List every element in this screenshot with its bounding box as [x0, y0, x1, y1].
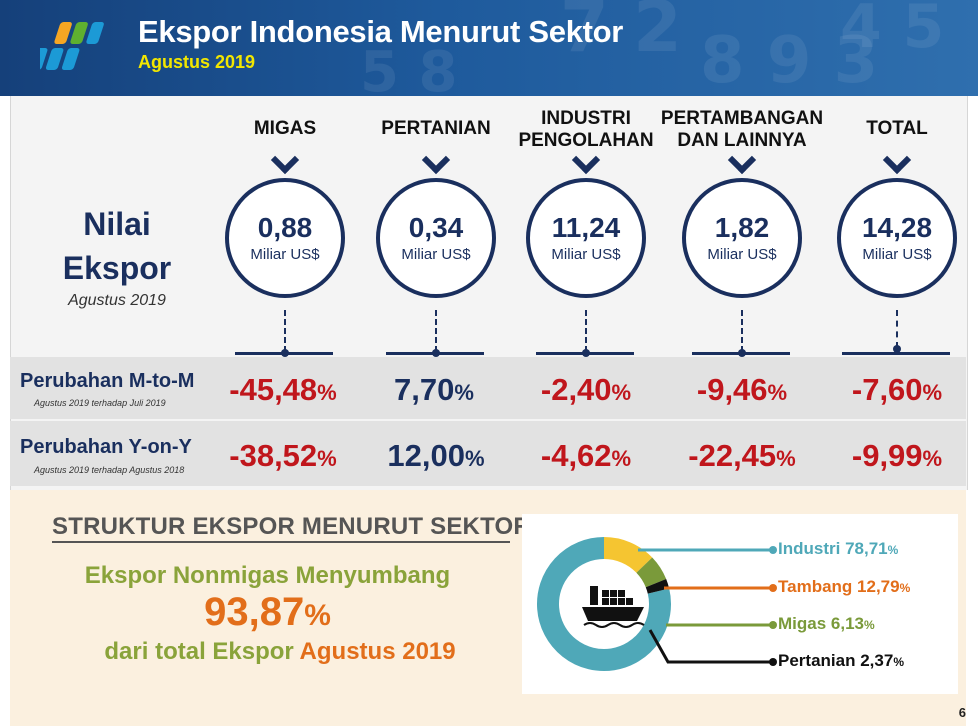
mtm-value-pertambangan: -9,46% — [696, 372, 788, 407]
background-digits: 7 2 — [560, 0, 682, 68]
background-digits: 4 5 — [840, 0, 945, 62]
donut-chart — [537, 537, 777, 671]
mtm-value-total: -7,60% — [851, 372, 943, 407]
connector-line — [435, 310, 437, 352]
donut-chart-box: Industri 78,71% Tambang 12,79% Migas 6,1… — [522, 514, 958, 694]
mtm-value-industri: -2,40% — [540, 372, 632, 407]
mtm-value-pertanian: 7,70% — [394, 372, 474, 407]
sector-heading-total: TOTAL — [866, 118, 928, 139]
yoy-label: Perubahan Y-on-Y — [20, 436, 192, 458]
connector-dot — [281, 349, 289, 357]
connector-line — [896, 310, 898, 348]
mtm-row — [10, 357, 966, 419]
legend-dot-industri — [769, 546, 777, 554]
yoy-value-industri: -4,62% — [540, 438, 632, 473]
value-circle-migas: 0,88 Miliar US$ — [225, 178, 345, 298]
sector-heading-migas: MIGAS — [253, 118, 317, 139]
nonmigas-line3: dari total Ekspor Agustus 2019 — [104, 638, 456, 665]
value-circle-industri: 11,24 Miliar US$ — [526, 178, 646, 298]
legend-leader-pertanian — [648, 629, 772, 664]
struktur-heading: STRUKTUR EKSPOR MENURUT SEKTOR — [52, 513, 531, 540]
connector-dot — [432, 349, 440, 357]
legend-dot-pertanian — [769, 658, 777, 666]
mtm-sublabel: Agustus 2019 terhadap Juli 2019 — [34, 398, 166, 408]
page-title: Ekspor Indonesia Menurut Sektor — [138, 14, 624, 49]
sector-heading-pertanian: PERTANIAN — [381, 118, 491, 139]
bps-logo-icon — [40, 22, 104, 70]
nonmigas-share: 93,87% — [204, 590, 331, 634]
yoy-sublabel: Agustus 2019 terhadap Agustus 2018 — [34, 465, 185, 475]
mtm-label: Perubahan M-to-M — [20, 370, 195, 392]
legend-dot-tambang — [769, 584, 777, 592]
heading-underline — [52, 541, 510, 543]
cargo-ship-icon — [582, 586, 645, 628]
yoy-value-pertambangan: -22,45% — [688, 438, 796, 473]
yoy-value-total: -9,99% — [851, 438, 943, 473]
nilai-ekspor-label: Nilai Ekspor Agustus 2019 — [62, 206, 172, 309]
connector-line — [741, 310, 743, 352]
mtm-value-migas: -45,48% — [229, 372, 337, 407]
donut-slice-tambang — [603, 537, 653, 574]
donut-slice-migas — [636, 557, 667, 588]
donut-slice-pertanian — [645, 579, 670, 594]
connector-line — [284, 310, 286, 352]
legend-tambang: Tambang 12,79% — [778, 577, 911, 596]
divider-line — [842, 352, 950, 355]
background-digits: 8 9 3 — [700, 24, 879, 96]
legend-dot-migas — [769, 621, 777, 629]
sector-heading-pertambangan: PERTAMBANGAN DAN LAINNYA — [660, 108, 824, 151]
connector-line — [585, 310, 587, 352]
page-number: 6 — [958, 705, 966, 720]
connector-dot — [893, 345, 901, 353]
value-circle-pertambangan: 1,82 Miliar US$ — [682, 178, 802, 298]
connector-dot — [582, 349, 590, 357]
legend-migas: Migas 6,13% — [778, 614, 875, 633]
sector-heading-industri: INDUSTRI PENGOLAHAN — [518, 108, 654, 151]
yoy-value-pertanian: 12,00% — [387, 438, 485, 473]
nonmigas-line1: Ekspor Nonmigas Menyumbang — [84, 562, 451, 589]
yoy-value-migas: -38,52% — [229, 438, 337, 473]
page-subtitle: Agustus 2019 — [138, 52, 256, 72]
legend-pertanian: Pertanian 2,37% — [778, 651, 904, 670]
legend-industri: Industri 78,71% — [778, 539, 899, 558]
connector-dot — [738, 349, 746, 357]
header-banner: 7 2 8 9 3 4 5 5 8 Ekspor Indonesia Menur… — [0, 0, 978, 96]
value-circle-total: 14,28 Miliar US$ — [837, 178, 957, 298]
yoy-row — [10, 421, 966, 486]
value-circle-pertanian: 0,34 Miliar US$ — [376, 178, 496, 298]
background-digits: 5 8 — [360, 40, 458, 96]
